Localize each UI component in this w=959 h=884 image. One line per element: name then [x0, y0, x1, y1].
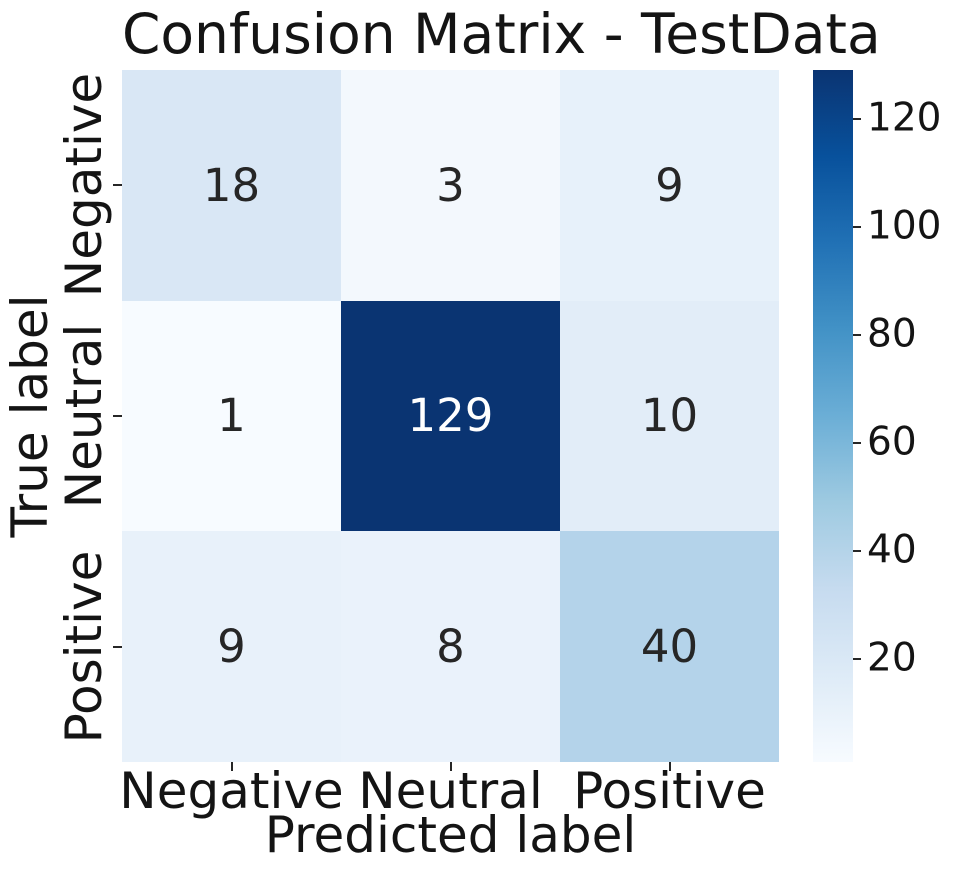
colorbar-gradient [813, 70, 853, 762]
y-tick-label: Negative [55, 73, 113, 298]
colorbar-tick-mark [853, 225, 861, 228]
heatmap-cell: 8 [341, 531, 560, 762]
colorbar-tick-label: 60 [867, 419, 917, 465]
colorbar-tick-mark [853, 658, 861, 661]
colorbar-tick-mark [853, 550, 861, 553]
heatmap-cell: 3 [341, 70, 560, 301]
x-tick-label: Neutral [358, 762, 543, 820]
cell-value: 129 [407, 389, 494, 443]
heatmap-cell: 129 [341, 300, 560, 532]
y-axis-label: True label [1, 294, 59, 538]
chart-title: Confusion Matrix - TestData [122, 2, 881, 66]
x-tick-mark [668, 762, 671, 771]
cell-value: 3 [436, 158, 465, 212]
y-tick-label: Positive [55, 550, 113, 744]
x-tick-label: Positive [573, 762, 766, 820]
heatmap-cell: 9 [560, 70, 779, 301]
heatmap-cell: 1 [122, 300, 341, 532]
cell-value: 10 [640, 389, 699, 443]
heatmap-cell: 10 [560, 300, 779, 532]
x-tick-mark [230, 762, 233, 771]
cell-value: 9 [217, 620, 246, 674]
colorbar-tick-mark [853, 333, 861, 336]
cell-value: 9 [655, 158, 684, 212]
cell-value: 40 [640, 620, 699, 674]
heatmap-cell: 18 [122, 70, 341, 301]
colorbar-tick-label: 80 [867, 311, 917, 357]
heatmap-cell: 9 [122, 531, 341, 762]
y-tick-mark [113, 415, 122, 417]
cell-value: 18 [202, 158, 261, 212]
y-tick-label: Neutral [55, 323, 113, 509]
y-tick-mark [113, 184, 122, 187]
x-tick-mark [449, 762, 452, 771]
colorbar-tick-label: 20 [867, 636, 917, 682]
cell-value: 1 [217, 389, 246, 443]
colorbar [813, 70, 853, 762]
y-tick-mark [113, 645, 122, 648]
cell-value: 8 [436, 620, 465, 674]
heatmap-cell: 40 [560, 531, 779, 762]
colorbar-tick-label: 120 [867, 95, 942, 141]
colorbar-tick-label: 100 [867, 203, 942, 249]
colorbar-tick-mark [853, 442, 861, 445]
heatmap-grid: 18 3 9 1 129 10 9 8 40 [122, 70, 779, 762]
colorbar-tick-mark [853, 117, 861, 120]
colorbar-tick-label: 40 [867, 527, 917, 573]
x-tick-label: Negative [119, 762, 344, 820]
x-axis-label: Predicted label [264, 806, 637, 864]
